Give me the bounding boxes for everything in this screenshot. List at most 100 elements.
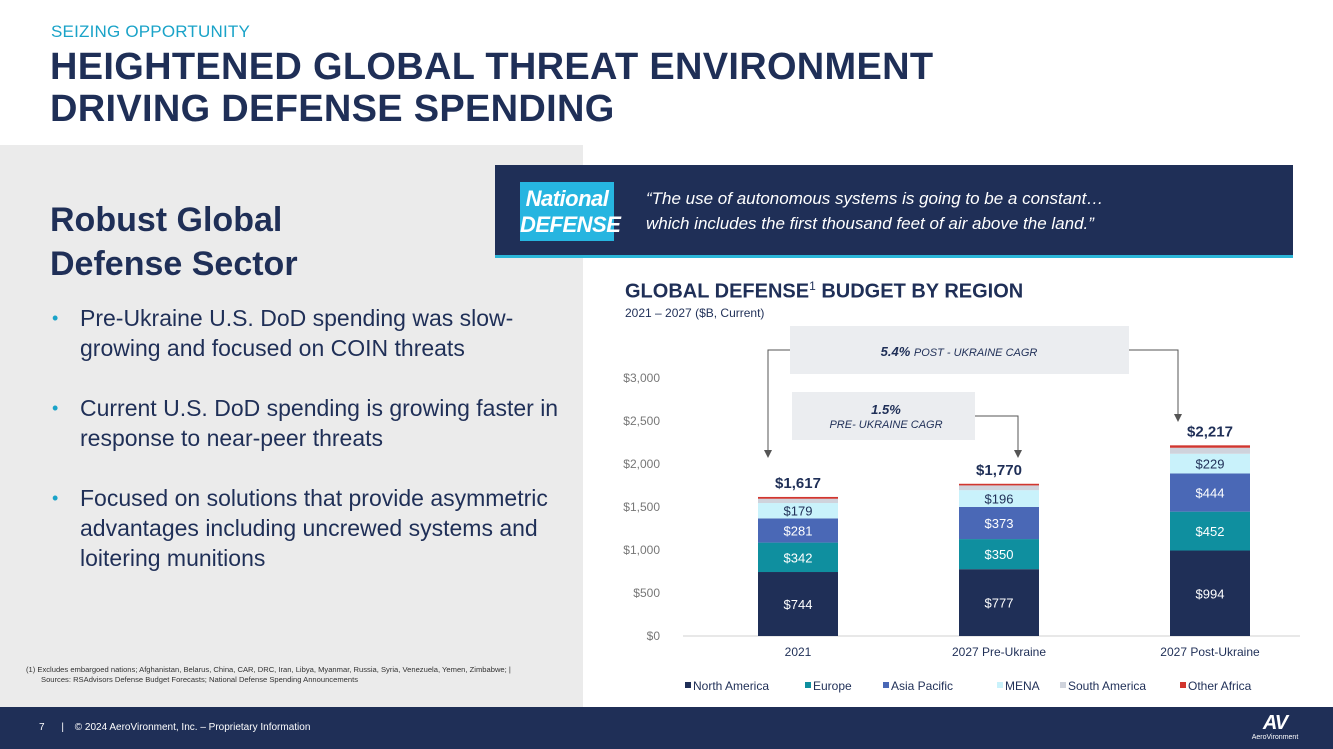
legend-label: Asia Pacific xyxy=(891,679,953,693)
bar-value-label: $350 xyxy=(985,547,1014,562)
bar-value-label: $444 xyxy=(1196,486,1225,501)
bar-value-label: $452 xyxy=(1196,524,1225,539)
quote-text: “The use of autonomous systems is going … xyxy=(646,186,1266,236)
budget-chart: $0 $500 $1,000 $1,500 $2,000 $2,500 $3,000 $744… xyxy=(623,326,1300,693)
legend-swatch xyxy=(1180,682,1186,688)
legend-swatch xyxy=(685,682,691,688)
bullet-text: Current U.S. DoD spending is growing fas… xyxy=(80,395,559,451)
logo-wordmark: AeroVironment xyxy=(1251,734,1299,741)
bullet-item: • Focused on solutions that provide asymm… xyxy=(52,483,572,573)
bar-segment xyxy=(959,485,1039,491)
quote-line-1: “The use of autonomous systems is going … xyxy=(646,189,1104,208)
legend-label: South America xyxy=(1068,679,1146,693)
page-title-line-1: HEIGHTENED GLOBAL THREAT ENVIRONMENT xyxy=(50,46,934,88)
footer-bar: 7 | © 2024 AeroVironment, Inc. – Proprie… xyxy=(0,707,1333,749)
chart-subtitle: 2021 – 2027 ($B, Current) xyxy=(625,306,765,320)
bullet-icon: • xyxy=(52,398,59,418)
left-heading-line-2: Defense Sector xyxy=(50,245,298,283)
bar-segment xyxy=(758,498,838,504)
bar-segment xyxy=(959,507,1039,540)
bar-segment xyxy=(758,518,838,543)
bar-value-label: $744 xyxy=(784,597,813,612)
bar-value-label: $196 xyxy=(985,492,1014,507)
bullet-text: Focused on solutions that provide asymme… xyxy=(80,485,548,571)
bar-segment xyxy=(1170,473,1250,512)
y-tick-label: $500 xyxy=(633,586,660,600)
bar-total-label: $2,217 xyxy=(1187,423,1233,440)
y-tick-label: $1,500 xyxy=(623,500,660,514)
bar-total-label: $1,617 xyxy=(775,475,821,492)
bar-segment xyxy=(758,572,838,636)
cagr-post-connector-left xyxy=(767,349,790,452)
aerovironment-logo: AV AeroVironment xyxy=(1240,713,1310,743)
footnote: (1) Excludes embargoed nations; Afghanis… xyxy=(26,665,576,685)
cagr-pre-box xyxy=(792,392,975,440)
cagr-post-label: 5.4% POST - UKRAINE CAGR xyxy=(881,344,1038,359)
bar-segment xyxy=(1170,511,1250,551)
cagr-pre-label: PRE- UKRAINE CAGR xyxy=(829,419,942,431)
arrow-head-icon xyxy=(1014,450,1022,458)
arrow-head-icon xyxy=(764,450,772,458)
copyright: © 2024 AeroVironment, Inc. – Proprietary… xyxy=(74,722,311,733)
x-tick-label: 2021 xyxy=(785,645,812,659)
page-title-line-2: DRIVING DEFENSE SPENDING xyxy=(50,88,615,130)
quote-banner: National DEFENSE “The use of autonomous … xyxy=(495,165,1293,258)
logo-mark: AV xyxy=(1262,712,1288,734)
bullet-text: Pre-Ukraine U.S. DoD spending was slow-g… xyxy=(80,305,514,361)
quote-line-2: which includes the first thousand feet o… xyxy=(646,214,1094,233)
bar-value-label: $777 xyxy=(985,596,1014,611)
bar-value-label: $373 xyxy=(985,516,1014,531)
bullet-item: • Pre-Ukraine U.S. DoD spending was slow-… xyxy=(52,303,572,363)
section-eyebrow: SEIZING OPPORTUNITY xyxy=(51,22,251,41)
cagr-pre-connector xyxy=(975,415,1019,452)
x-tick-label: 2027 Post-Ukraine xyxy=(1160,645,1260,659)
bar-value-label: $342 xyxy=(784,550,813,565)
legend-label: MENA xyxy=(1005,679,1040,693)
left-heading-line-1: Robust Global xyxy=(50,201,283,239)
bullet-icon: • xyxy=(52,308,59,328)
bar-segment xyxy=(1170,550,1250,636)
bar-segment xyxy=(1170,445,1250,448)
legend-label: Europe xyxy=(813,679,852,693)
legend-label: Other Africa xyxy=(1188,679,1252,693)
bar-value-label: $281 xyxy=(784,524,813,539)
y-tick-label: $2,000 xyxy=(623,457,660,471)
legend-swatch xyxy=(883,682,889,688)
bar-segment xyxy=(959,483,1039,486)
y-tick-label: $0 xyxy=(647,629,661,643)
y-tick-label: $3,000 xyxy=(623,371,660,385)
footer-separator: | xyxy=(61,722,64,733)
chart-title: GLOBAL DEFENSE1 BUDGET BY REGION xyxy=(625,279,1023,304)
y-tick-label: $1,000 xyxy=(623,543,660,557)
chart-title-rest: BUDGET BY REGION xyxy=(815,280,1024,303)
arrow-head-icon xyxy=(1174,414,1182,422)
page-title: HEIGHTENED GLOBAL THREAT ENVIRONMENT DRI… xyxy=(50,46,933,130)
cagr-post-box xyxy=(790,326,1129,374)
bar-value-label: $994 xyxy=(1196,586,1225,601)
legend-label: North America xyxy=(693,679,769,693)
legend-swatch xyxy=(805,682,811,688)
bar-segment xyxy=(1170,453,1250,474)
legend-swatch xyxy=(1060,682,1066,688)
bar-segment xyxy=(959,539,1039,570)
page-number: 7 xyxy=(39,722,45,733)
bar-segment xyxy=(758,542,838,573)
left-panel: Robust Global Defense Sector • Pre-Ukrain… xyxy=(0,145,583,707)
left-heading: Robust Global Defense Sector xyxy=(50,198,298,286)
bar-segment xyxy=(959,569,1039,636)
chart-title-footnote-marker: 1 xyxy=(809,279,816,293)
cagr-pre-value: 1.5% xyxy=(871,402,901,417)
logo-line-2: DEFENSE xyxy=(520,212,621,237)
x-tick-label: 2027 Pre-Ukraine xyxy=(952,645,1046,659)
bar-segment xyxy=(959,490,1039,507)
national-defense-logo: National DEFENSE xyxy=(520,182,621,241)
footnote-line-1: (1) Excludes embargoed nations; Afghanis… xyxy=(26,665,511,674)
cagr-post-connector-right xyxy=(1129,349,1179,416)
logo-line-1: National xyxy=(525,186,609,211)
bar-segment xyxy=(758,503,838,519)
bar-segment xyxy=(1170,447,1250,454)
bar-value-label: $179 xyxy=(784,504,813,519)
bar-total-label: $1,770 xyxy=(976,462,1022,479)
footer-text: 7 | © 2024 AeroVironment, Inc. – Proprie… xyxy=(39,722,310,733)
chart-title-main: GLOBAL DEFENSE xyxy=(625,280,810,303)
